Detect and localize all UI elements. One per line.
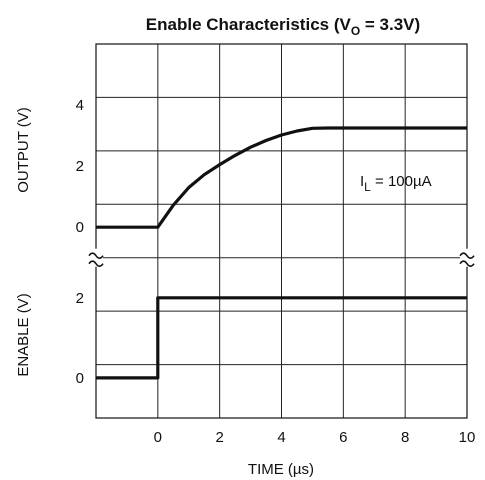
break-mark-left	[88, 260, 104, 268]
enable-y-tick-label: 2	[76, 290, 84, 307]
x-tick-label: 10	[459, 429, 476, 446]
load-current-annotation: IL = 100µA	[360, 173, 432, 194]
x-axis-label: TIME (µs)	[248, 461, 314, 478]
axis-break-marks	[88, 248, 475, 268]
x-tick-label: 2	[215, 429, 223, 446]
break-mark-left	[88, 252, 104, 260]
enable-axis-label: ENABLE (V)	[15, 293, 32, 376]
plot-frame	[95, 43, 468, 419]
output-y-tick-label: 4	[76, 97, 84, 114]
output-y-tick-label: 2	[76, 158, 84, 175]
break-mark-right	[459, 252, 475, 260]
output-y-tick-label: 0	[76, 219, 84, 236]
enable-y-tick-label: 0	[76, 370, 84, 387]
output-axis-label: OUTPUT (V)	[15, 107, 32, 193]
output-voltage-trace	[96, 126, 467, 229]
grid	[96, 44, 467, 418]
traces	[96, 126, 467, 380]
x-tick-label: 0	[154, 429, 162, 446]
tick-labels: 0 2 4 6 8 10 0 2 4 0 2	[76, 97, 476, 446]
chart-title: Enable Characteristics (VO = 3.3V)	[146, 15, 420, 38]
enable-voltage-trace	[96, 296, 467, 380]
break-mark-right	[459, 260, 475, 268]
x-tick-label: 6	[339, 429, 347, 446]
x-tick-label: 4	[277, 429, 285, 446]
x-tick-label: 8	[401, 429, 409, 446]
